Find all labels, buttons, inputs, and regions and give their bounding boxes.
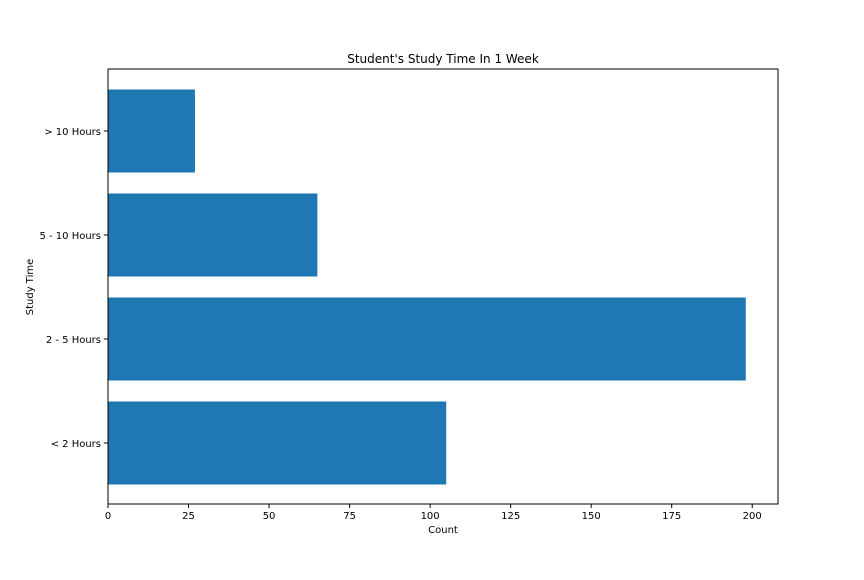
bar-10-hours (108, 89, 195, 173)
y-tick-label-10-hours: > 10 Hours (44, 127, 101, 138)
bars-group (108, 89, 746, 485)
x-tick-label-50: 50 (263, 511, 276, 522)
y-axis-label: Study Time (25, 259, 36, 316)
bar-5-10-hours (108, 193, 318, 277)
x-tick-label-125: 125 (501, 511, 520, 522)
x-tick-label-200: 200 (743, 511, 762, 522)
y-tick-label-5-10-hours: 5 - 10 Hours (39, 231, 101, 242)
x-axis: 0 25 50 75 100 125 150 175 200 (105, 504, 762, 522)
y-tick-label-2-5-hours: 2 - 5 Hours (46, 335, 101, 346)
plot-frame (107, 68, 779, 505)
bar-2-5-hours (108, 297, 746, 381)
x-tick-label-75: 75 (343, 511, 356, 522)
x-tick-label-100: 100 (421, 511, 440, 522)
bar-2-hours (108, 401, 447, 485)
x-axis-label: Count (428, 525, 458, 536)
chart-title: Student's Study Time In 1 Week (347, 52, 539, 66)
x-tick-label-0: 0 (105, 511, 111, 522)
y-axis: < 2 Hours 2 - 5 Hours 5 - 10 Hours > 10 Hou… (39, 127, 108, 450)
x-tick-label-150: 150 (582, 511, 601, 522)
x-tick-label-25: 25 (182, 511, 195, 522)
x-tick-label-175: 175 (662, 511, 681, 522)
y-tick-label-2-hours: < 2 Hours (51, 439, 101, 450)
